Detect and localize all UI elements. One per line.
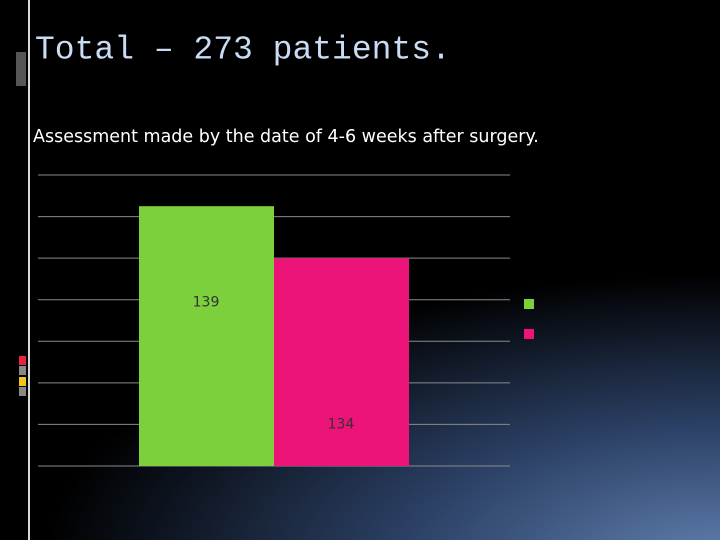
accent-square: [19, 356, 26, 365]
chart-subtitle: Assessment made by the date of 4-6 weeks…: [33, 127, 539, 147]
accent-square: [19, 387, 26, 396]
accent-square: [19, 366, 26, 375]
data-label: 134: [328, 416, 355, 432]
accent-square: [19, 377, 26, 386]
bar: [139, 206, 274, 466]
bar: [274, 258, 409, 466]
data-label: 139: [193, 294, 220, 310]
legend-swatch: [524, 329, 534, 339]
title-accent: [16, 52, 26, 86]
slide-title: Total – 273 patients.: [35, 32, 451, 69]
left-band: [0, 0, 30, 540]
legend-swatch: [524, 299, 534, 309]
